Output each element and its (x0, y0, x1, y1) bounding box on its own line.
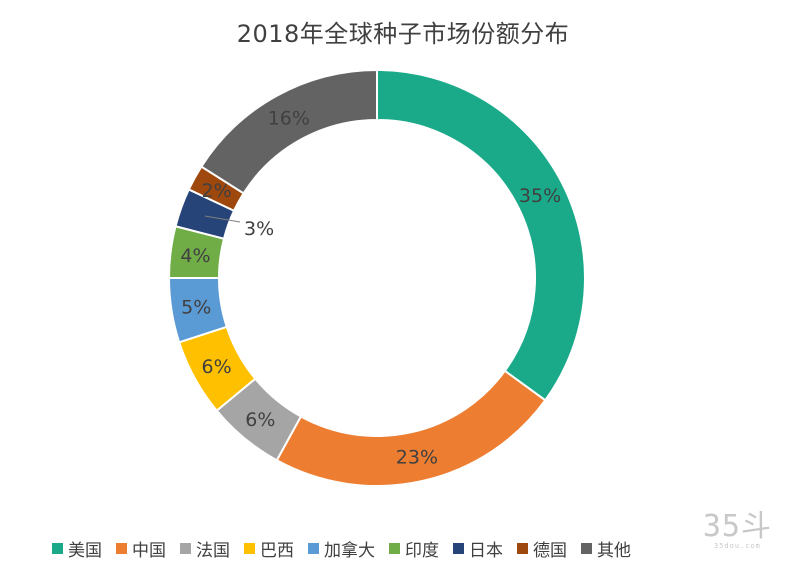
legend-label-canada: 加拿大 (324, 541, 375, 561)
slice-china (275, 369, 547, 487)
watermark-subtext: 35dou.com (713, 542, 761, 550)
data-label-japan: 3% (244, 218, 274, 240)
slice-usa (376, 68, 586, 402)
legend-swatch-usa (52, 543, 63, 554)
data-label-canada: 5% (181, 297, 211, 319)
leader-line-japan (204, 215, 241, 223)
data-label-germany: 2% (202, 180, 232, 202)
legend-label-usa: 美国 (68, 541, 102, 561)
legend-item-china: 中国 (116, 536, 166, 561)
legend-label-japan: 日本 (469, 541, 503, 561)
legend-swatch-france (180, 543, 191, 554)
legend-swatch-canada (308, 543, 319, 554)
legend-label-china: 中国 (132, 541, 166, 561)
legend-label-other: 其他 (597, 541, 631, 561)
data-label-usa: 35% (519, 185, 561, 207)
legend-item-usa: 美国 (52, 536, 102, 561)
chart-title: 2018年全球种子市场份额分布 (236, 20, 570, 48)
legend-item-india: 印度 (389, 536, 439, 561)
legend-swatch-india (389, 543, 400, 554)
legend-label-india: 印度 (405, 541, 439, 561)
slice-other (199, 68, 378, 195)
watermark-text: 35斗 (702, 509, 772, 544)
legend-item-france: 法国 (180, 536, 230, 561)
legend-item-canada: 加拿大 (308, 536, 375, 561)
data-label-india: 4% (180, 245, 210, 267)
legend-item-other: 其他 (581, 536, 631, 561)
data-label-china: 23% (396, 447, 438, 469)
legend-label-germany: 德国 (533, 541, 567, 561)
legend-item-japan: 日本 (453, 536, 503, 561)
legend-swatch-japan (453, 543, 464, 554)
legend-label-brazil: 巴西 (260, 541, 294, 561)
watermark-logo: 35斗 35dou.com (702, 509, 772, 551)
legend-swatch-other (581, 543, 592, 554)
legend-swatch-germany (517, 543, 528, 554)
data-label-other: 16% (268, 108, 310, 130)
legend-item-germany: 德国 (517, 536, 567, 561)
data-label-brazil: 6% (202, 356, 232, 378)
legend-item-brazil: 巴西 (244, 536, 294, 561)
legend-swatch-china (116, 543, 127, 554)
legend-label-france: 法国 (196, 541, 230, 561)
chart-legend: 美国 中国 法国 巴西 加拿大 印度 日本 德国 其他 (52, 536, 631, 561)
data-label-france: 6% (245, 409, 275, 431)
legend-swatch-brazil (244, 543, 255, 554)
